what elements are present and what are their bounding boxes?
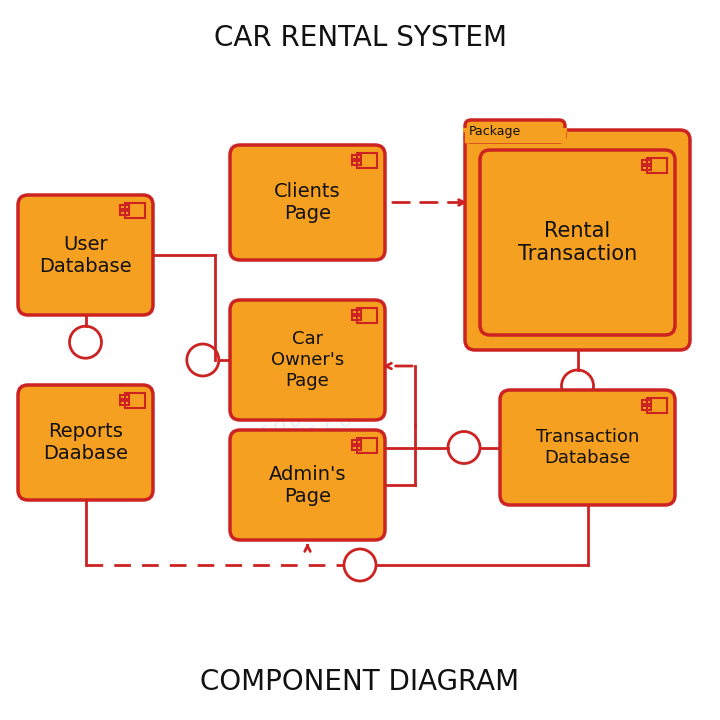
Text: COMPONENT DIAGRAM: COMPONENT DIAGRAM (200, 668, 520, 696)
FancyBboxPatch shape (18, 385, 153, 500)
FancyBboxPatch shape (230, 300, 385, 420)
Text: CAR RENTAL SYSTEM: CAR RENTAL SYSTEM (214, 24, 506, 52)
Text: Car
Owner's
Page: Car Owner's Page (271, 330, 344, 390)
Text: Package: Package (469, 125, 521, 138)
Text: Admin's
Page: Admin's Page (269, 464, 346, 505)
Text: Reports
Daabase: Reports Daabase (43, 422, 128, 463)
FancyBboxPatch shape (480, 150, 675, 335)
Text: Transaction
Database: Transaction Database (536, 428, 639, 467)
FancyBboxPatch shape (230, 430, 385, 540)
FancyBboxPatch shape (465, 120, 565, 142)
FancyBboxPatch shape (465, 130, 690, 350)
FancyBboxPatch shape (18, 195, 153, 315)
FancyBboxPatch shape (500, 390, 675, 505)
Text: Clients
Page: Clients Page (274, 182, 341, 223)
Text: Rental
Transaction: Rental Transaction (518, 221, 637, 264)
Text: L E A D
S O U R C E
S O U R C E  C O D E: L E A D S O U R C E S O U R C E C O D E (220, 370, 384, 470)
FancyBboxPatch shape (230, 145, 385, 260)
Text: User
Database: User Database (39, 235, 132, 276)
